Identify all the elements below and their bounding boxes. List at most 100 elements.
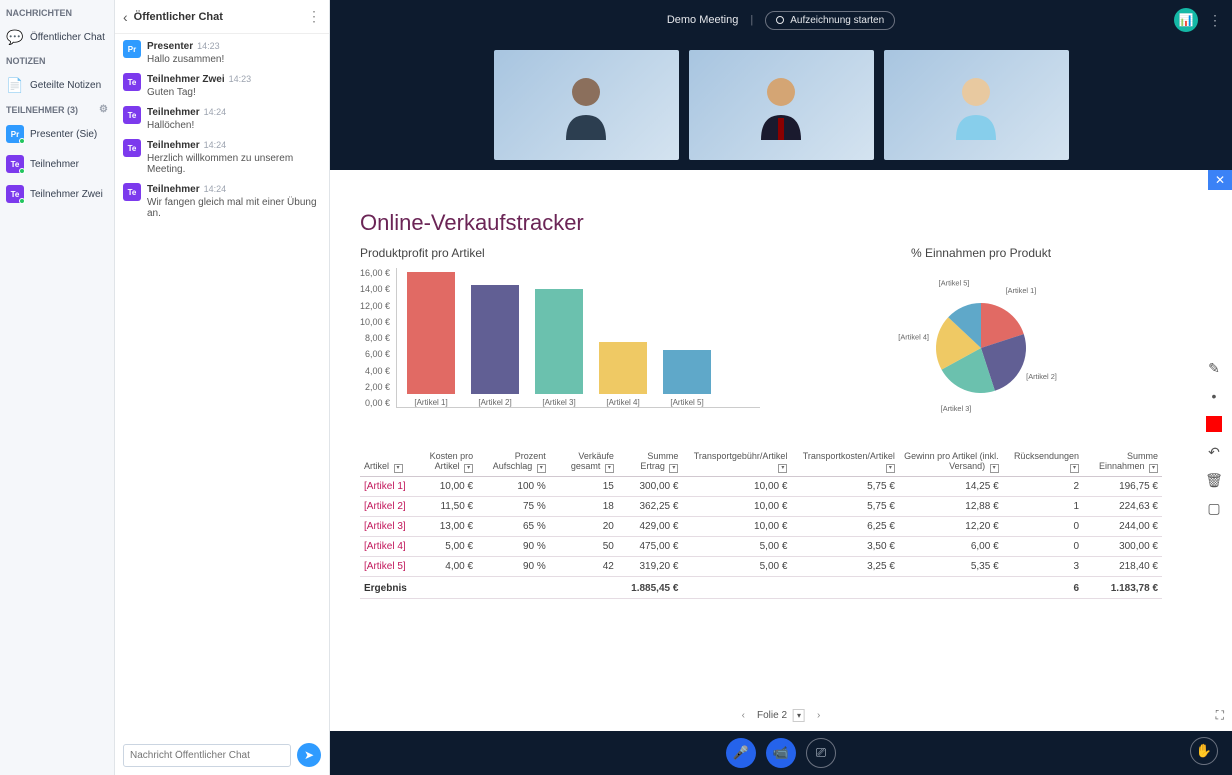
participants-header: TEILNEHMER (3) ⚙ <box>0 100 114 119</box>
table-row: [Artikel 3]13,00 €65 %20429,00 €10,00 €6… <box>360 517 1162 537</box>
column-header[interactable]: Summe Einnahmen ▾ <box>1083 448 1162 477</box>
bar <box>535 289 583 394</box>
whiteboard-icon[interactable]: ▢ <box>1204 498 1224 518</box>
column-header[interactable]: Prozent Aufschlag ▾ <box>477 448 550 477</box>
slide-title: Online-Verkaufstracker <box>360 210 1162 236</box>
pie-chart: % Einnahmen pro Produkt [Artikel 1][Arti… <box>800 246 1162 428</box>
column-header[interactable]: Verkäufe gesamt ▾ <box>550 448 618 477</box>
slide-dropdown-icon[interactable]: ▾ <box>793 709 805 722</box>
table-row: [Artikel 2]11,50 €75 %18362,25 €10,00 €5… <box>360 497 1162 517</box>
send-button[interactable]: ➤ <box>297 743 321 767</box>
main-area: Demo Meeting | Aufzeichnung starten 📊 ⋮ … <box>330 0 1232 775</box>
pencil-tool-icon[interactable]: ✎ <box>1204 358 1224 378</box>
left-sidebar: NACHRICHTEN 💬 Öffentlicher Chat NOTIZEN … <box>0 0 115 775</box>
filter-icon[interactable]: ▾ <box>605 464 614 473</box>
msg-avatar: Te <box>123 73 141 91</box>
color-tool[interactable] <box>1204 414 1224 434</box>
user-avatar: Te <box>6 185 24 203</box>
bottom-controls: 🎤 📹 ⎚ <box>330 731 1232 775</box>
bar-chart: Produktprofit pro Artikel 0,00 €2,00 €4,… <box>360 246 760 428</box>
user-avatar: Te <box>6 155 24 173</box>
slide-content: Online-Verkaufstracker Produktprofit pro… <box>330 190 1192 691</box>
table-row: [Artikel 1]10,00 €100 %15300,00 €10,00 €… <box>360 477 1162 497</box>
participant-item[interactable]: TeTeilnehmer <box>0 149 114 179</box>
stats-button[interactable]: 📊 <box>1174 8 1198 32</box>
data-table: Artikel ▾Kosten pro Artikel ▾Prozent Auf… <box>360 448 1162 599</box>
notes-header: NOTIZEN <box>0 52 114 70</box>
bar <box>663 350 711 394</box>
column-header[interactable]: Artikel ▾ <box>360 448 411 477</box>
public-chat-nav[interactable]: 💬 Öffentlicher Chat <box>0 22 114 52</box>
trash-icon[interactable]: 🗑 <box>1204 470 1224 490</box>
table-row: [Artikel 5]4,00 €90 %42319,20 €5,00 €3,2… <box>360 557 1162 577</box>
filter-icon[interactable]: ▾ <box>1149 464 1158 473</box>
chat-panel: ‹ Öffentlicher Chat ⋮ PrPresenter14:23Ha… <box>115 0 330 775</box>
thickness-tool-icon[interactable]: • <box>1204 386 1224 406</box>
notes-icon: 📄 <box>6 76 24 94</box>
slide-nav: ‹ Folie 2 ▾ › <box>736 708 827 723</box>
bar <box>471 285 519 394</box>
participant-item[interactable]: PrPresenter (Sie) <box>0 119 114 149</box>
mic-button[interactable]: 🎤 <box>726 738 756 768</box>
svg-text:[Artikel 3]: [Artikel 3] <box>941 404 972 413</box>
chat-message: PrPresenter14:23Hallo zusammen! <box>123 40 321 65</box>
filter-icon[interactable]: ▾ <box>464 464 473 473</box>
filter-icon[interactable]: ▾ <box>669 464 678 473</box>
msg-avatar: Te <box>123 139 141 157</box>
column-header[interactable]: Rücksendungen ▾ <box>1003 448 1083 477</box>
video-tile[interactable] <box>689 50 874 160</box>
result-row: Ergebnis1.885,45 €61.183,78 € <box>360 577 1162 599</box>
video-tile[interactable] <box>884 50 1069 160</box>
messages-header: NACHRICHTEN <box>0 4 114 22</box>
person-icon <box>556 70 616 140</box>
chat-message: TeTeilnehmer14:24Wir fangen gleich mal m… <box>123 183 321 219</box>
msg-avatar: Pr <box>123 40 141 58</box>
filter-icon[interactable]: ▾ <box>886 464 895 473</box>
person-icon <box>751 70 811 140</box>
column-header[interactable]: Kosten pro Artikel ▾ <box>411 448 477 477</box>
camera-button[interactable]: 📹 <box>766 738 796 768</box>
participant-item[interactable]: TeTeilnehmer Zwei <box>0 179 114 209</box>
raise-hand-button[interactable]: ✋ <box>1190 737 1218 765</box>
column-header[interactable]: Transportkosten/Artikel ▾ <box>791 448 898 477</box>
chat-input-row: ➤ <box>115 735 329 775</box>
person-icon <box>946 70 1006 140</box>
column-header[interactable]: Transportgebühr/Artikel ▾ <box>682 448 791 477</box>
msg-avatar: Te <box>123 183 141 201</box>
shared-notes-nav[interactable]: 📄 Geteilte Notizen <box>0 70 114 100</box>
close-presentation-button[interactable]: ✕ <box>1208 170 1232 190</box>
presentation-area: ✕ Online-Verkaufstracker Produktprofit p… <box>330 170 1232 731</box>
chat-icon: 💬 <box>6 28 24 46</box>
prev-slide-button[interactable]: ‹ <box>736 708 751 723</box>
fullscreen-icon[interactable]: ⛶ <box>1216 708 1224 723</box>
chat-message: TeTeilnehmer Zwei14:23Guten Tag! <box>123 73 321 98</box>
undo-icon[interactable]: ↶ <box>1204 442 1224 462</box>
filter-icon[interactable]: ▾ <box>394 464 403 473</box>
filter-icon[interactable]: ▾ <box>990 464 999 473</box>
filter-icon[interactable]: ▾ <box>778 464 787 473</box>
svg-text:[Artikel 1]: [Artikel 1] <box>1006 286 1037 295</box>
share-screen-button[interactable]: ⎚ <box>806 738 836 768</box>
record-button[interactable]: Aufzeichnung starten <box>765 11 895 30</box>
video-tile[interactable] <box>494 50 679 160</box>
record-icon <box>776 16 784 24</box>
svg-text:[Artikel 2]: [Artikel 2] <box>1026 372 1057 381</box>
filter-icon[interactable]: ▾ <box>1070 464 1079 473</box>
bar <box>599 342 647 395</box>
chat-more-icon[interactable]: ⋮ <box>307 8 321 25</box>
filter-icon[interactable]: ▾ <box>537 464 546 473</box>
chat-messages: PrPresenter14:23Hallo zusammen! TeTeilneh… <box>115 34 329 735</box>
user-avatar: Pr <box>6 125 24 143</box>
back-icon[interactable]: ‹ <box>123 9 128 25</box>
column-header[interactable]: Gewinn pro Artikel (inkl. Versand) ▾ <box>899 448 1003 477</box>
svg-text:[Artikel 4]: [Artikel 4] <box>898 332 929 341</box>
chat-input[interactable] <box>123 744 291 767</box>
chat-message: TeTeilnehmer14:24Hallöchen! <box>123 106 321 131</box>
next-slide-button[interactable]: › <box>811 708 826 723</box>
gear-icon[interactable]: ⚙ <box>99 104 108 115</box>
bar <box>407 272 455 395</box>
header-more-icon[interactable]: ⋮ <box>1208 12 1222 29</box>
annotation-toolbar: ✎ • ↶ 🗑 ▢ <box>1196 350 1232 526</box>
column-header[interactable]: Summe Ertrag ▾ <box>618 448 683 477</box>
video-row <box>330 40 1232 170</box>
